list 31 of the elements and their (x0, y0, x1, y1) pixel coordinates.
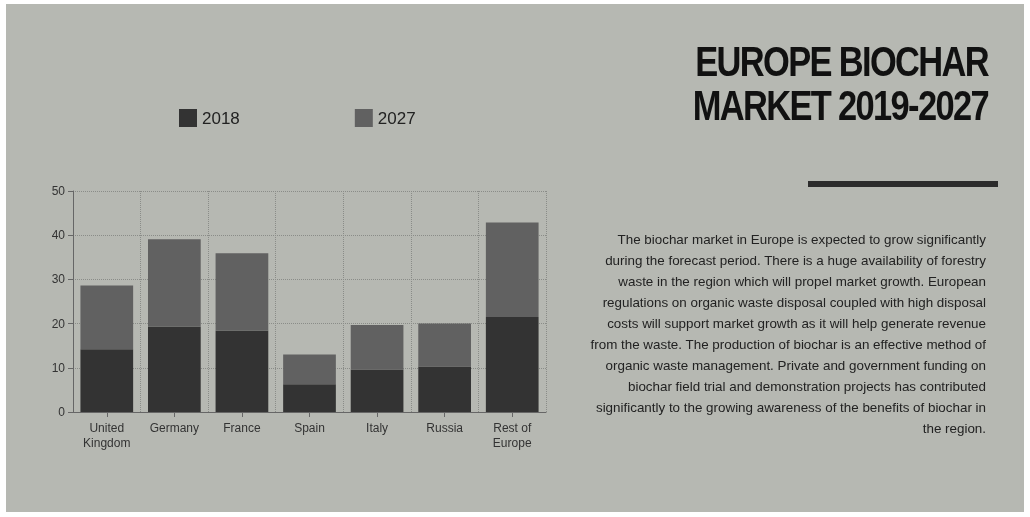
bar (215, 253, 269, 331)
bar (350, 369, 404, 412)
bar (418, 366, 471, 412)
x-tick-label: France (223, 420, 261, 435)
y-tick-label: 0 (58, 405, 66, 419)
x-tick-label: Italy (366, 420, 389, 435)
text: The biochar market in Europe is expected to grow significantly during the forecast period. There is a huge availability of forestry waste in the region which will propel market growth. European regulations on organic waste disposal coupled with high disposal costs will support market growth as it will help generate revenue from the waste. The production of biochar is an effective method of organic waste management. Private and government funding on biochar field trial and demonstration projects has contributed significantly to the growing awareness of the benefits of biochar in the region. (590, 232, 986, 436)
text: EUROPE BIOCHAR MARKET 2019-2027 (691, 38, 988, 129)
bar (80, 349, 134, 412)
x-tick-label: Russia (426, 420, 464, 435)
bar (80, 285, 134, 350)
bar (148, 239, 201, 327)
bar (418, 323, 471, 367)
x-tick-label: Germany (149, 420, 200, 435)
y-tick-label: 30 (51, 272, 66, 287)
bar (485, 316, 539, 412)
bar (350, 324, 404, 370)
legend-label: 2027 (377, 108, 416, 128)
y-tick-label: 50 (51, 184, 66, 198)
bar (148, 326, 201, 412)
x-tick-label: Rest of Europe (492, 420, 532, 450)
y-tick-label: 20 (51, 316, 66, 331)
bar (283, 384, 336, 412)
x-tick-label: Spain (294, 420, 325, 435)
bar (215, 330, 269, 412)
y-tick-label: 10 (51, 360, 66, 375)
bar (283, 354, 336, 385)
x-tick-label: United Kingdom (83, 420, 131, 450)
y-tick-label: 40 (51, 228, 66, 243)
legend-label: 2018 (202, 108, 240, 128)
bar (485, 222, 539, 317)
